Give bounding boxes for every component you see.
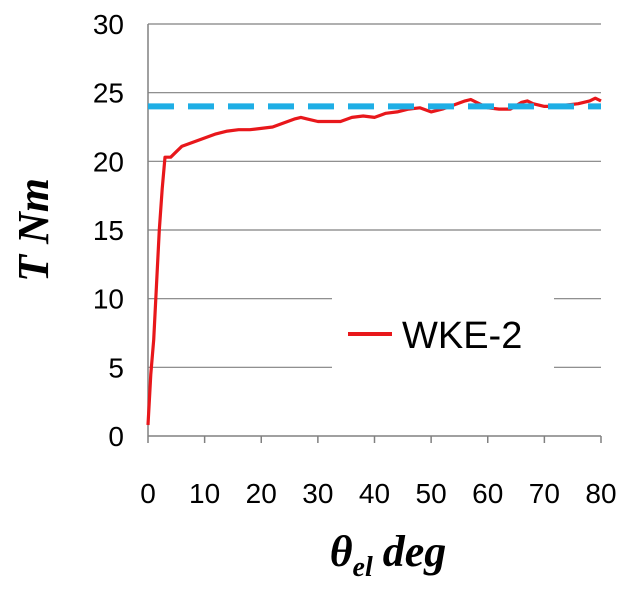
x-axis-label-unit: deg: [383, 527, 447, 576]
y-tick-label-20: 20: [93, 146, 124, 177]
y-axis-tick-labels: 0 5 10 15 20 25 30: [93, 9, 124, 452]
y-tick-label-10: 10: [93, 284, 124, 315]
x-tick-label-0: 0: [140, 478, 156, 509]
x-axis-ticks: [147, 436, 602, 443]
series-group: [146, 96, 602, 426]
y-tick-label-15: 15: [93, 215, 124, 246]
x-tick-label-80: 80: [585, 478, 616, 509]
x-axis-label: θel deg: [330, 527, 447, 583]
y-tick-label-25: 25: [93, 78, 124, 109]
x-tick-label-10: 10: [189, 478, 220, 509]
x-axis-label-symbol: θ: [330, 527, 353, 576]
x-tick-label-30: 30: [302, 478, 333, 509]
x-tick-label-40: 40: [359, 478, 390, 509]
y-tick-label-30: 30: [93, 9, 124, 40]
legend: WKE-2: [332, 298, 554, 370]
y-tick-label-0: 0: [108, 421, 124, 452]
x-axis-label-subscript: el: [353, 552, 373, 583]
y-tick-label-5: 5: [108, 352, 124, 383]
legend-label-wke-2: WKE-2: [402, 315, 522, 357]
x-tick-label-70: 70: [529, 478, 560, 509]
x-tick-label-20: 20: [246, 478, 277, 509]
x-tick-label-50: 50: [416, 478, 447, 509]
x-tick-label-60: 60: [472, 478, 503, 509]
x-axis-tick-labels: 0 10 20 30 40 50 60 70 80: [140, 478, 616, 509]
y-axis-label: T Nm: [9, 178, 58, 282]
series-line-wke-2: [146, 96, 602, 426]
